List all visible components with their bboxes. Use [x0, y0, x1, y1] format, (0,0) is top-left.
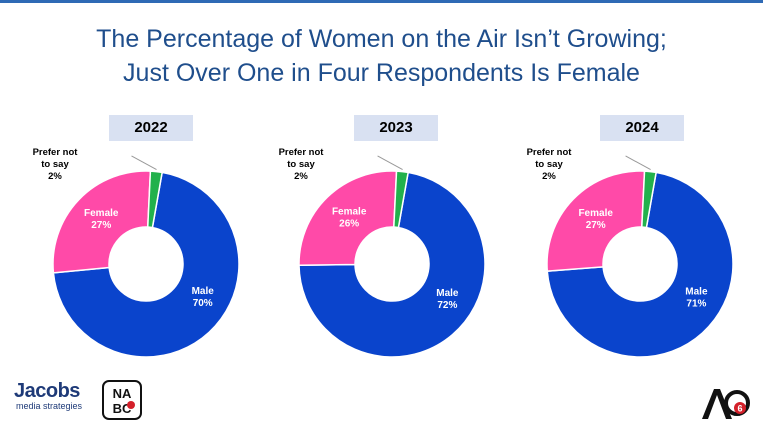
- top-rule: [0, 0, 763, 3]
- donut-chart: Male 71% Female 27% Prefer not to say 2%: [527, 147, 734, 358]
- data-label-female: Female 27%: [84, 208, 119, 231]
- slice-male: [298, 171, 486, 358]
- svg-text:6: 6: [737, 404, 742, 414]
- data-label-prefer-not-to-say: Prefer not to say 2%: [279, 147, 325, 182]
- slice-female: [546, 170, 646, 272]
- title-line-1: The Percentage of Women on the Air Isn’t…: [96, 25, 667, 53]
- year-label: 2022: [109, 115, 193, 141]
- jacobs-logo: Jacobs media strategies: [14, 381, 82, 412]
- svg-text:NA: NA: [113, 386, 132, 401]
- slice-prefer-not-to-say: [641, 170, 658, 229]
- chart-panel-2024: 2024 Male 71% Female 27% Prefer not to say 2%: [516, 115, 763, 365]
- slice-male: [52, 171, 240, 358]
- data-label-male: Male 72%: [436, 288, 459, 311]
- slice-female: [52, 170, 152, 274]
- donut-chart: Male 72% Female 26% Prefer not to say 2%: [279, 147, 486, 358]
- aq-logo: 6: [702, 389, 750, 419]
- slice-female: [298, 170, 398, 267]
- data-label-male: Male 70%: [192, 286, 215, 309]
- leader-line: [625, 155, 651, 171]
- jacobs-logo-subtitle: media strategies: [16, 401, 83, 411]
- leader-line: [131, 155, 157, 171]
- leader-line: [377, 155, 403, 171]
- nabc-logo: NA BC: [102, 380, 142, 420]
- slice-prefer-not-to-say: [393, 170, 410, 229]
- data-label-prefer-not-to-say: Prefer not to say 2%: [33, 147, 79, 182]
- slice-male: [546, 171, 734, 358]
- year-label: 2023: [354, 115, 438, 141]
- slice-prefer-not-to-say: [146, 170, 164, 229]
- data-label-female: Female 26%: [332, 206, 367, 229]
- data-label-prefer-not-to-say: Prefer not to say 2%: [527, 147, 573, 182]
- donut-chart: Male 70% Female 27% Prefer not to say 2%: [33, 147, 240, 358]
- chart-panel-2022: 2022 Male 70% Female 27% Prefer not to say 2%: [22, 115, 272, 365]
- page-title: The Percentage of Women on the Air Isn’t…: [0, 22, 763, 90]
- jacobs-logo-name: Jacobs: [14, 380, 80, 402]
- title-line-2: Just Over One in Four Respondents Is Fem…: [123, 59, 640, 87]
- chart-panel-2023: 2023 Male 72% Female 26% Prefer not to say 2%: [268, 115, 518, 365]
- data-label-male: Male 71%: [685, 286, 708, 309]
- data-label-female: Female 27%: [578, 208, 613, 231]
- year-label: 2024: [600, 115, 684, 141]
